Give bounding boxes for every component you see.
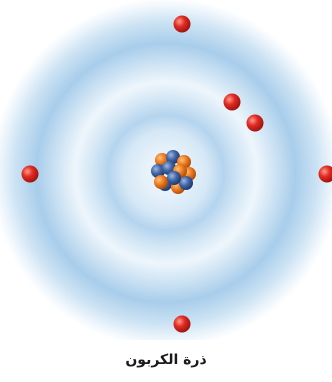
neutron (166, 150, 180, 164)
atom-caption: ذرة الكربون (125, 352, 207, 368)
carbon-atom-diagram (0, 0, 332, 340)
electron (246, 114, 264, 132)
proton (154, 175, 168, 189)
neutron (179, 176, 193, 190)
neutron (151, 164, 165, 178)
electron (21, 165, 39, 183)
electron (173, 315, 191, 333)
nucleus (151, 150, 196, 194)
electron (173, 15, 191, 33)
electron (318, 165, 332, 183)
electron (223, 93, 241, 111)
electrons (21, 15, 332, 333)
neutron (167, 171, 181, 185)
